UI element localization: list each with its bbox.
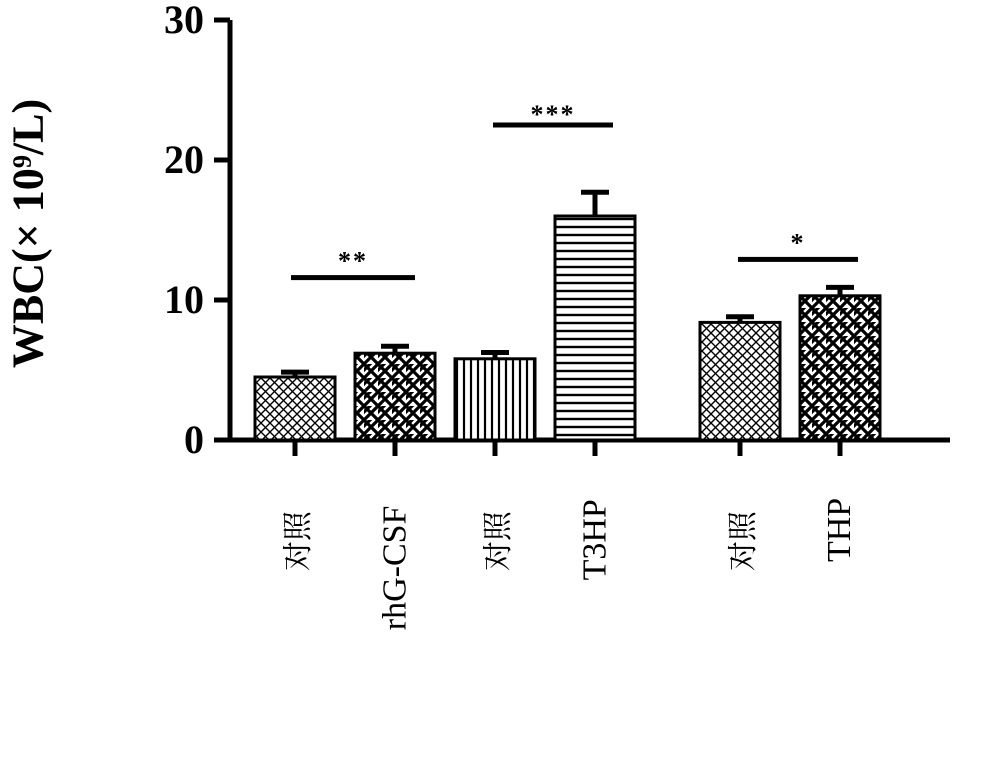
x-tick-label: THP <box>821 506 859 562</box>
chart-figure: ****** WBC(× 10⁹/L) 0102030 对照rhG-CSF对照T… <box>0 0 1000 775</box>
x-tick-label: 对照 <box>273 511 317 571</box>
y-tick-label: 10 <box>0 276 204 323</box>
y-tick-label: 0 <box>0 416 204 463</box>
bar-chart: ****** <box>0 0 1000 775</box>
x-tick-label: T3HP <box>576 506 614 581</box>
x-tick-label: rhG-CSF <box>376 506 414 637</box>
y-axis-label: WBC(× 10⁹/L) <box>3 34 54 434</box>
significance-marker: * <box>791 228 806 257</box>
x-tick-label: 对照 <box>473 511 517 571</box>
significance-marker: *** <box>531 100 576 129</box>
x-tick-label: 对照 <box>718 511 762 571</box>
significance-marker: ** <box>338 247 368 276</box>
y-tick-label: 20 <box>0 136 204 183</box>
y-tick-label: 30 <box>0 0 204 43</box>
